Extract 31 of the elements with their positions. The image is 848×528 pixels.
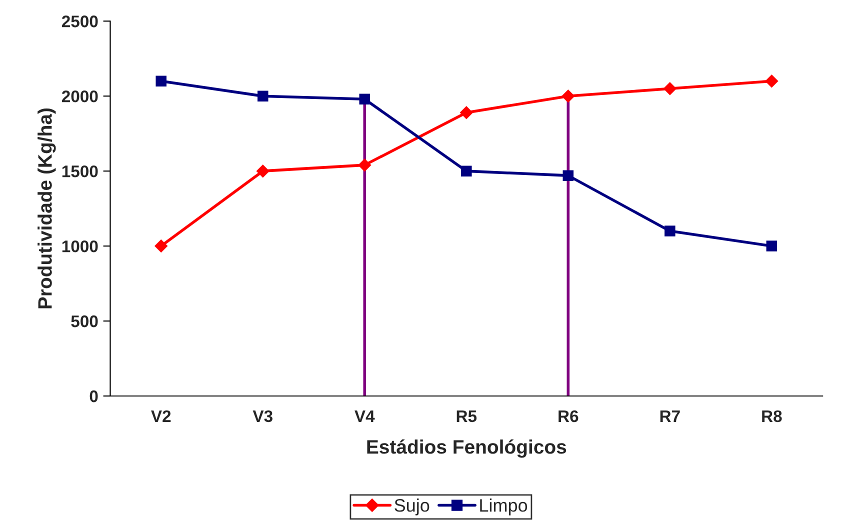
point <box>258 90 268 102</box>
x-tick-label: V4 <box>354 410 375 422</box>
point <box>358 158 372 172</box>
y-axis-title: Produtividade (Kg/ha) <box>38 108 56 308</box>
point <box>359 94 370 104</box>
point <box>765 74 778 88</box>
y-tick-label: 500 <box>71 315 98 328</box>
point <box>154 240 168 252</box>
point <box>664 226 676 236</box>
point <box>256 164 270 178</box>
x-tick-label: V2 <box>151 410 171 422</box>
y-tick-label: 0 <box>90 390 98 402</box>
point <box>562 170 574 181</box>
y-tick-label: 2000 <box>62 90 98 102</box>
legend-label: Sujo <box>394 498 430 516</box>
point <box>461 166 472 176</box>
x-tick-label: V3 <box>252 410 272 422</box>
y-tick-label: 1000 <box>62 240 98 252</box>
x-tick-label: R6 <box>558 410 578 422</box>
y-tick-label: 1500 <box>62 165 98 178</box>
x-tick-label: R8 <box>762 410 782 422</box>
point <box>664 82 676 96</box>
x-axis-title: Estádios Fenológicos <box>367 439 566 458</box>
point <box>766 240 778 252</box>
x-tick-label: R7 <box>660 410 680 422</box>
legend-label: Limpo <box>480 498 528 516</box>
y-tick-label: 2500 <box>62 16 98 28</box>
point <box>460 106 473 120</box>
point <box>156 76 166 86</box>
point <box>562 90 575 103</box>
x-tick-label: R5 <box>456 410 477 422</box>
